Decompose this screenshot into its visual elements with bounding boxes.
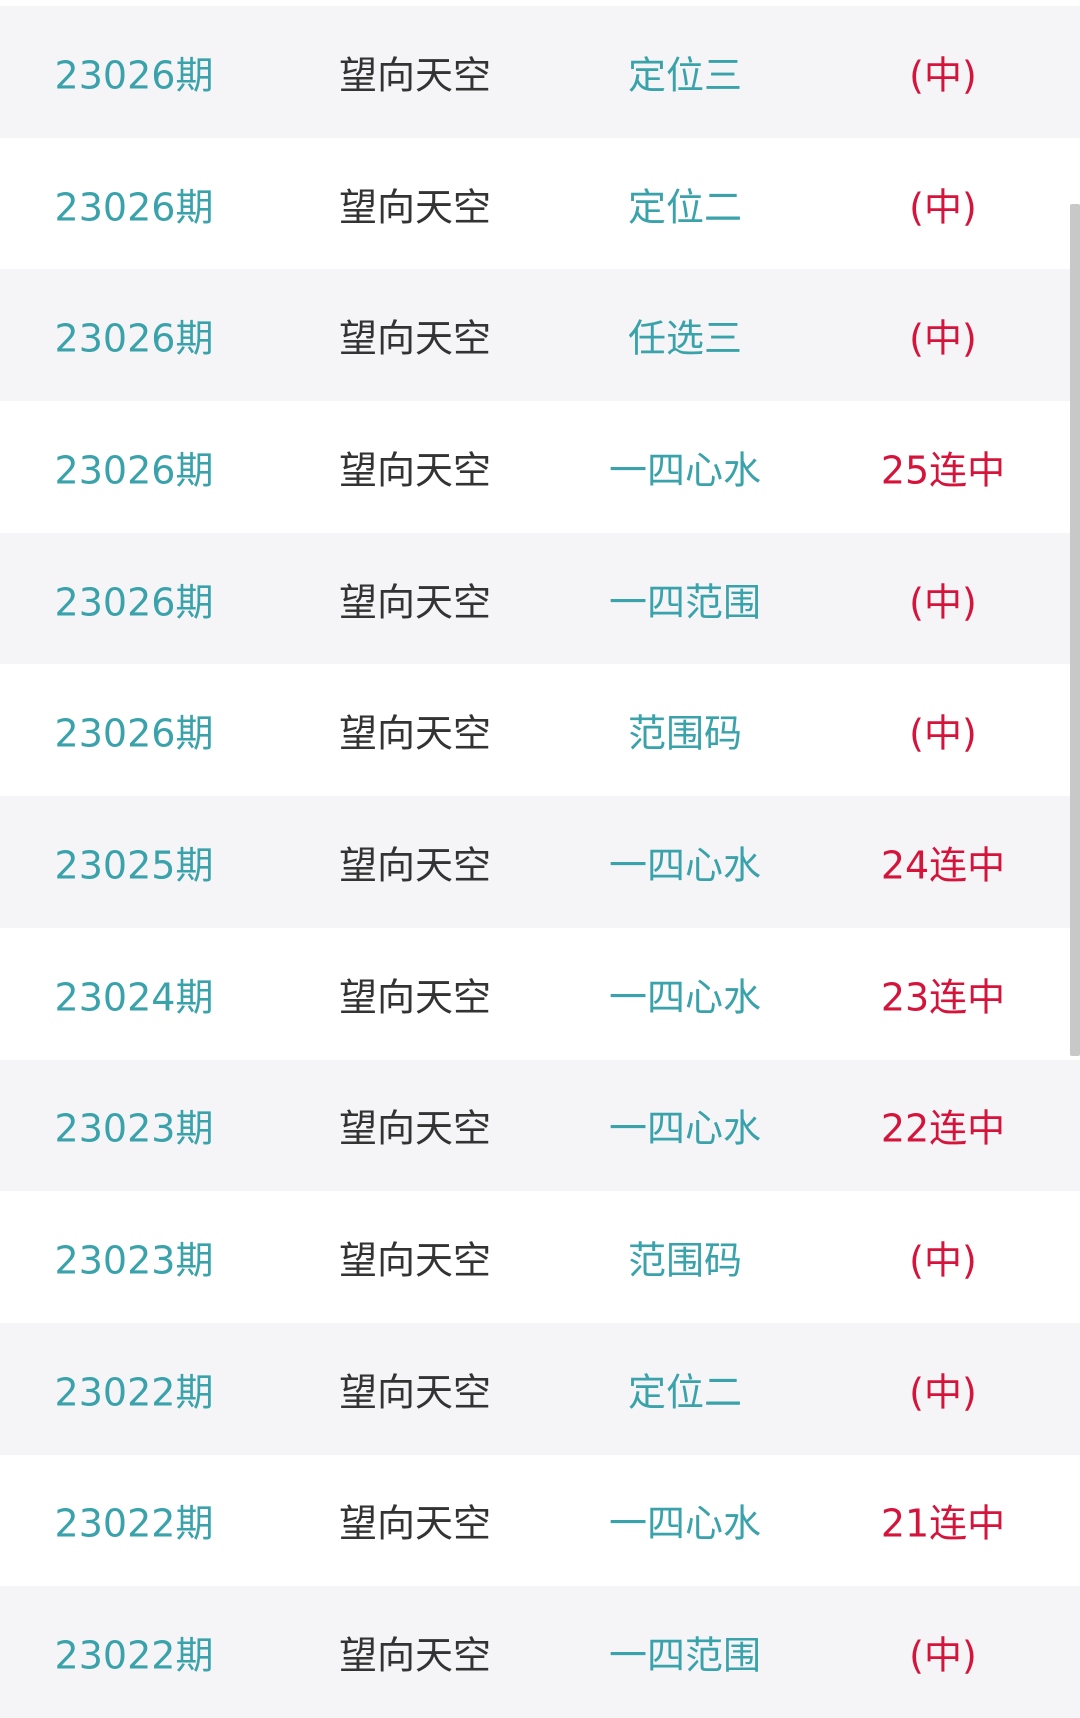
type-link: 一四心水 <box>608 843 762 888</box>
type-link: 范围码 <box>627 1238 743 1283</box>
period-label: 23025期 <box>54 843 214 888</box>
scrollbar[interactable] <box>1070 204 1080 1056</box>
type-link: 定位三 <box>627 53 743 98</box>
result-label: (中) <box>909 316 977 361</box>
result-label: (中) <box>909 1370 977 1415</box>
author-label: 望向天空 <box>338 53 492 98</box>
period-label: 23023期 <box>54 1238 214 1283</box>
author-label: 望向天空 <box>338 1238 492 1283</box>
list-item[interactable]: 23026期 望向天空 任选三 (中) <box>0 269 1080 402</box>
list-item[interactable]: 23025期 望向天空 一四心水 24连中 <box>0 796 1080 928</box>
type-link: 范围码 <box>627 711 743 756</box>
list-item[interactable]: 23026期 望向天空 定位二 (中) <box>0 137 1080 270</box>
type-link: 一四心水 <box>608 975 762 1020</box>
list-item[interactable]: 23022期 望向天空 一四心水 21连中 <box>0 1454 1080 1587</box>
result-label: (中) <box>909 185 977 230</box>
period-label: 23022期 <box>54 1370 214 1415</box>
period-label: 23026期 <box>54 185 214 230</box>
result-label: 22连中 <box>880 1106 1006 1151</box>
period-label: 23026期 <box>54 316 214 361</box>
result-label: (中) <box>909 580 977 625</box>
author-label: 望向天空 <box>338 1501 492 1546</box>
period-label: 23026期 <box>54 580 214 625</box>
author-label: 望向天空 <box>338 580 492 625</box>
result-label: 25连中 <box>880 448 1006 493</box>
period-label: 23026期 <box>54 53 214 98</box>
author-label: 望向天空 <box>338 448 492 493</box>
type-link: 一四心水 <box>608 448 762 493</box>
type-link: 定位二 <box>627 1370 743 1415</box>
list-item[interactable]: 23026期 望向天空 范围码 (中) <box>0 664 1080 797</box>
result-label: 24连中 <box>880 843 1006 888</box>
list-item[interactable]: 23023期 望向天空 范围码 (中) <box>0 1191 1080 1323</box>
list-item[interactable]: 23026期 望向天空 一四心水 25连中 <box>0 401 1080 533</box>
period-label: 23022期 <box>54 1633 214 1678</box>
period-label: 23022期 <box>54 1501 214 1546</box>
author-label: 望向天空 <box>338 1633 492 1678</box>
author-label: 望向天空 <box>338 316 492 361</box>
author-label: 望向天空 <box>338 1370 492 1415</box>
result-label: (中) <box>909 1633 977 1678</box>
type-link: 一四范围 <box>608 1633 762 1678</box>
author-label: 望向天空 <box>338 1106 492 1151</box>
period-label: 23026期 <box>54 711 214 756</box>
type-link: 任选三 <box>627 316 743 361</box>
result-label: (中) <box>909 1238 977 1283</box>
list-item[interactable]: 23022期 望向天空 定位二 (中) <box>0 1322 1080 1455</box>
type-link: 一四范围 <box>608 580 762 625</box>
period-label: 23024期 <box>54 975 214 1020</box>
record-list: 23026期 望向天空 定位三 (中) 23026期 望向天空 定位二 (中) 23026期 望向… <box>0 6 1080 1718</box>
author-label: 望向天空 <box>338 711 492 756</box>
list-item[interactable]: 23023期 望向天空 一四心水 22连中 <box>0 1059 1080 1192</box>
author-label: 望向天空 <box>338 185 492 230</box>
author-label: 望向天空 <box>338 843 492 888</box>
period-label: 23023期 <box>54 1106 214 1151</box>
result-label: (中) <box>909 711 977 756</box>
result-label: (中) <box>909 53 977 98</box>
type-link: 一四心水 <box>608 1501 762 1546</box>
period-label: 23026期 <box>54 448 214 493</box>
result-label: 23连中 <box>880 975 1006 1020</box>
list-item[interactable]: 23026期 望向天空 定位三 (中) <box>0 6 1080 138</box>
author-label: 望向天空 <box>338 975 492 1020</box>
list-item[interactable]: 23024期 望向天空 一四心水 23连中 <box>0 927 1080 1060</box>
result-label: 21连中 <box>880 1501 1006 1546</box>
type-link: 定位二 <box>627 185 743 230</box>
list-item[interactable]: 23022期 望向天空 一四范围 (中) <box>0 1586 1080 1718</box>
list-item[interactable]: 23026期 望向天空 一四范围 (中) <box>0 532 1080 665</box>
type-link: 一四心水 <box>608 1106 762 1151</box>
